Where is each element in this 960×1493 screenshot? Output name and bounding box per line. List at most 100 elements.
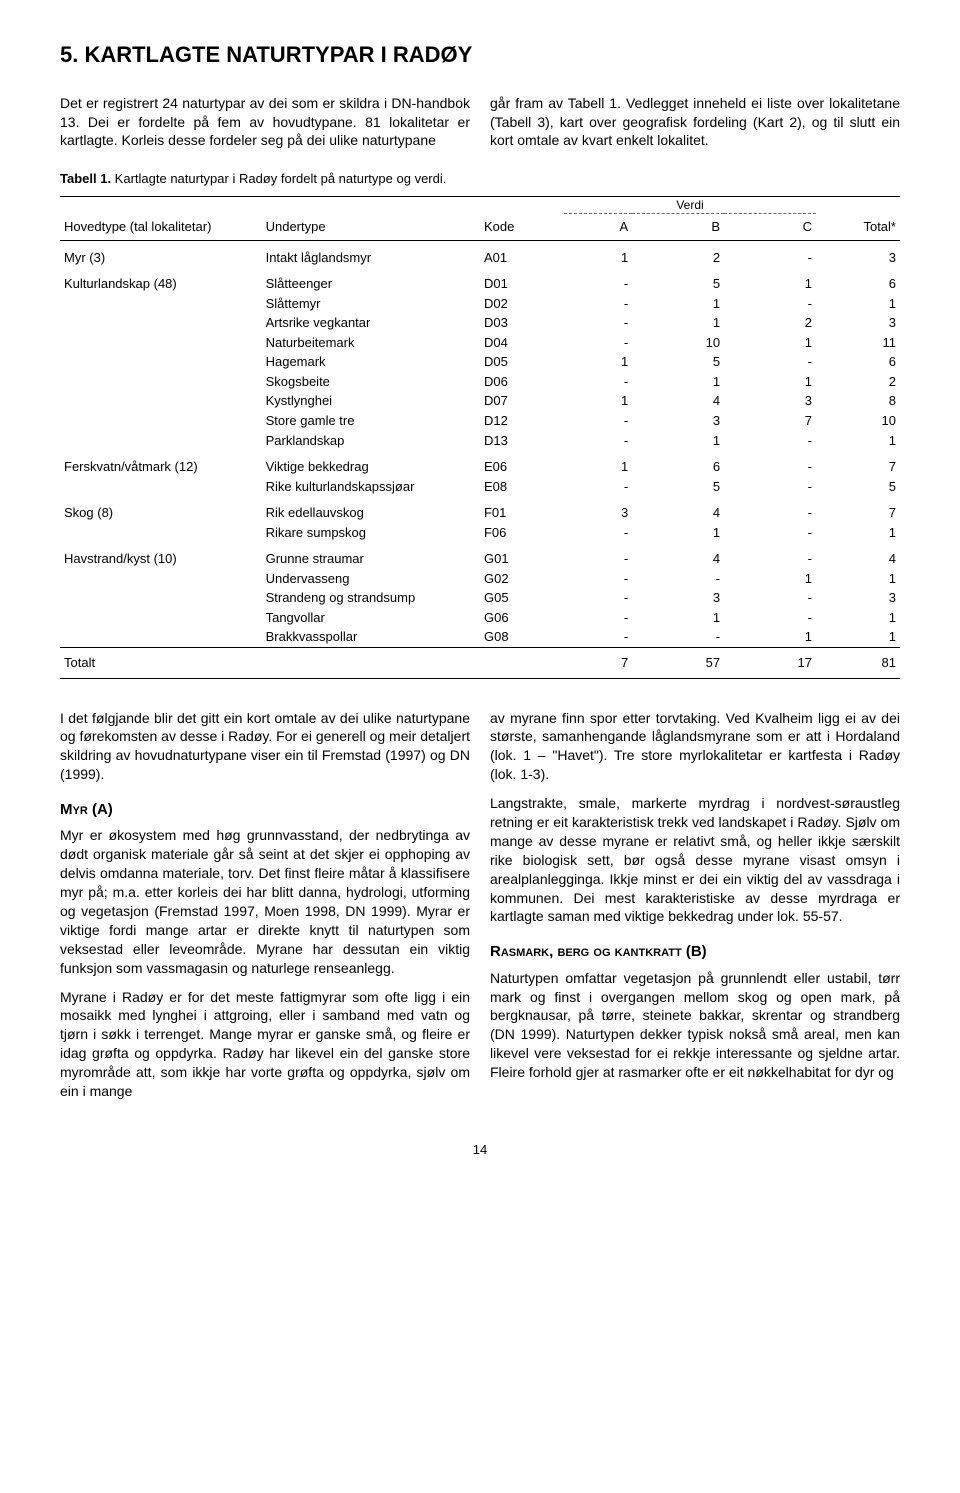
table-cell: D01 — [480, 267, 564, 294]
section-heading-myr: Myr (A) — [60, 800, 470, 820]
table-cell: Naturbeitemark — [262, 333, 480, 353]
table-row: Havstrand/kyst (10)Grunne straumarG01-4-… — [60, 542, 900, 569]
table-cell: 2 — [816, 372, 900, 392]
table-cell: E06 — [480, 450, 564, 477]
body-p: av myrane finn spor etter torvtaking. Ve… — [490, 709, 900, 785]
table-cell: Parklandskap — [262, 431, 480, 451]
table-cell: 17 — [724, 648, 816, 679]
table-cell: D12 — [480, 411, 564, 431]
table-cell: E08 — [480, 477, 564, 497]
table-cell: D02 — [480, 294, 564, 314]
table-cell: 11 — [816, 333, 900, 353]
table-caption-bold: Tabell 1. — [60, 171, 111, 186]
table-row: SkogsbeiteD06-112 — [60, 372, 900, 392]
table-cell: 1 — [724, 627, 816, 647]
table-cell: 1 — [724, 372, 816, 392]
table-cell — [60, 391, 262, 411]
table-row: BrakkvasspollarG08--11 — [60, 627, 900, 647]
intro-right: går fram av Tabell 1. Vedlegget inneheld… — [490, 94, 900, 151]
table-cell: Kystlynghei — [262, 391, 480, 411]
table-cell: 7 — [564, 648, 632, 679]
table-cell: - — [564, 333, 632, 353]
table-cell: 6 — [632, 450, 724, 477]
table-caption: Tabell 1. Kartlagte naturtypar i Radøy f… — [60, 170, 900, 188]
table-cell: 1 — [564, 352, 632, 372]
table-cell: Tangvollar — [262, 608, 480, 628]
table-cell — [60, 294, 262, 314]
table-row: Myr (3)Intakt låglandsmyrA0112-3 — [60, 240, 900, 267]
table-cell: 4 — [632, 542, 724, 569]
table-cell: 4 — [632, 391, 724, 411]
table-cell: Hagemark — [262, 352, 480, 372]
intro-columns: Det er registrert 24 naturtypar av dei s… — [60, 94, 900, 151]
table-cell: - — [564, 523, 632, 543]
table-cell: - — [724, 240, 816, 267]
table-cell: Artsrike vegkantar — [262, 313, 480, 333]
table-cell: - — [724, 450, 816, 477]
table-row: Artsrike vegkantarD03-123 — [60, 313, 900, 333]
th-c: C — [724, 214, 816, 241]
table-cell: Rikare sumpskog — [262, 523, 480, 543]
table-cell — [262, 648, 480, 679]
table-cell: 1 — [564, 450, 632, 477]
table-row: Store gamle treD12-3710 — [60, 411, 900, 431]
table-cell: G02 — [480, 569, 564, 589]
th-hovedtype: Hovedtype (tal lokalitetar) — [60, 214, 262, 241]
table-cell: 2 — [632, 240, 724, 267]
table-cell: D03 — [480, 313, 564, 333]
body-p: Myr er økosystem med høg grunnvasstand, … — [60, 826, 470, 977]
table-cell — [60, 431, 262, 451]
table-cell: 3 — [816, 240, 900, 267]
table-cell: 1 — [564, 240, 632, 267]
table-cell: 5 — [632, 477, 724, 497]
table-cell: Ferskvatn/våtmark (12) — [60, 450, 262, 477]
page-title: 5. KARTLAGTE NATURTYPAR I RADØY — [60, 40, 900, 70]
table-cell: - — [724, 294, 816, 314]
table-cell: - — [724, 608, 816, 628]
table-cell: - — [564, 431, 632, 451]
table-cell: - — [724, 523, 816, 543]
table-cell — [60, 627, 262, 647]
table-row: ParklandskapD13-1-1 — [60, 431, 900, 451]
table-cell: - — [632, 627, 724, 647]
table-cell: 6 — [816, 352, 900, 372]
table-cell: 5 — [632, 352, 724, 372]
table-cell: - — [564, 569, 632, 589]
table-cell: Brakkvasspollar — [262, 627, 480, 647]
table-cell: - — [564, 608, 632, 628]
table-cell: 1 — [564, 391, 632, 411]
body-right: av myrane finn spor etter torvtaking. Ve… — [490, 709, 900, 1111]
table-cell: 4 — [632, 496, 724, 523]
verdi-header: Verdi — [564, 196, 816, 213]
table-cell — [60, 477, 262, 497]
table-cell: - — [564, 267, 632, 294]
table-cell: - — [724, 431, 816, 451]
table-cell: 3 — [564, 496, 632, 523]
intro-left: Det er registrert 24 naturtypar av dei s… — [60, 94, 470, 151]
table-cell: Grunne straumar — [262, 542, 480, 569]
table-cell: 1 — [632, 372, 724, 392]
table-cell: A01 — [480, 240, 564, 267]
table-cell: Store gamle tre — [262, 411, 480, 431]
table-cell: 1 — [816, 627, 900, 647]
table-cell: D06 — [480, 372, 564, 392]
table-cell: 5 — [816, 477, 900, 497]
table-row: Ferskvatn/våtmark (12)Viktige bekkedragE… — [60, 450, 900, 477]
table-cell: F01 — [480, 496, 564, 523]
table-cell: G06 — [480, 608, 564, 628]
table-cell: 1 — [632, 313, 724, 333]
table-row: SlåttemyrD02-1-1 — [60, 294, 900, 314]
table-cell: 1 — [724, 333, 816, 353]
page-number: 14 — [60, 1141, 900, 1159]
table-cell: - — [632, 569, 724, 589]
table-cell: 1 — [632, 294, 724, 314]
table-cell: 5 — [632, 267, 724, 294]
table-cell: D04 — [480, 333, 564, 353]
body-p: Myrane i Radøy er for det meste fattigmy… — [60, 988, 470, 1101]
table-cell: Slåtteenger — [262, 267, 480, 294]
table-row: Strandeng og strandsumpG05-3-3 — [60, 588, 900, 608]
table-cell: 1 — [724, 267, 816, 294]
table-cell: - — [724, 588, 816, 608]
table-cell: 7 — [816, 450, 900, 477]
body-columns: I det følgjande blir det gitt ein kort o… — [60, 709, 900, 1111]
